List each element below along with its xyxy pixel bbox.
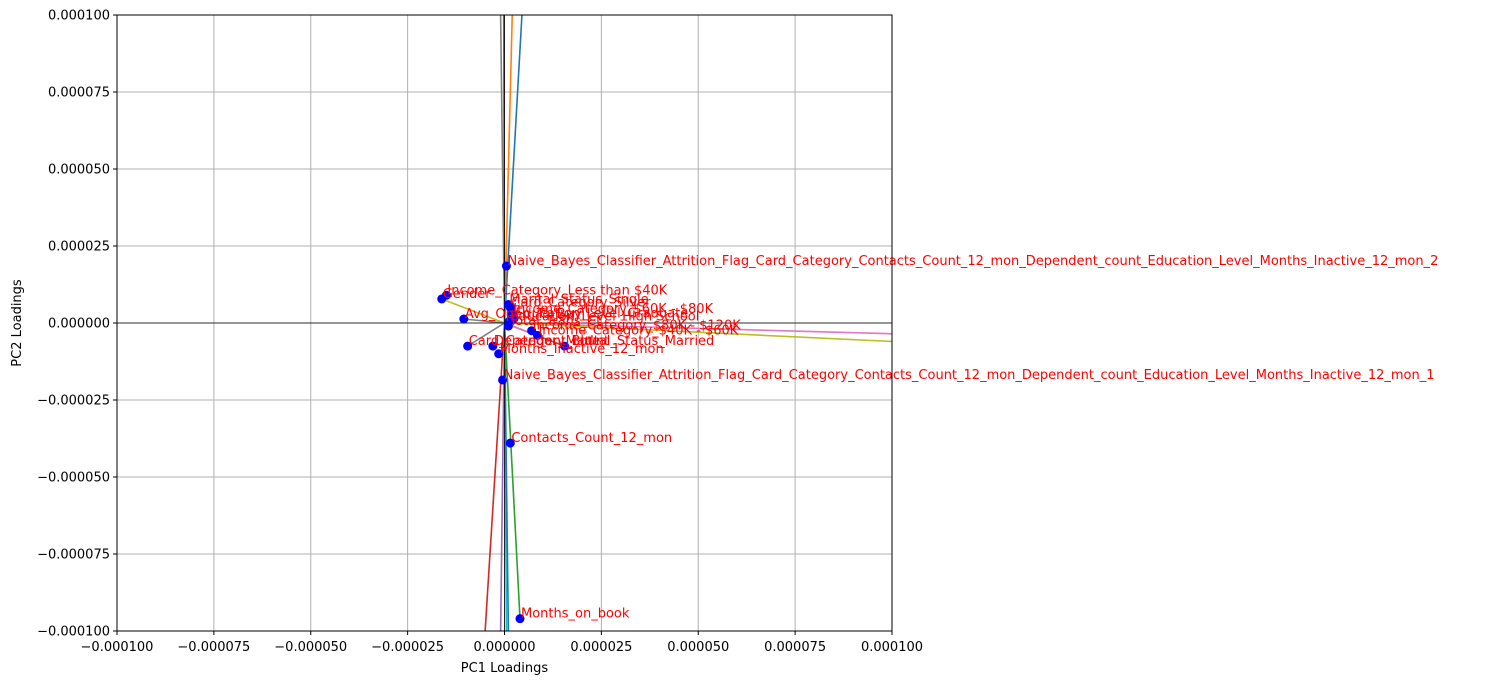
loading-point-15 bbox=[560, 341, 570, 351]
y-axis-label: PC2 Loadings bbox=[10, 279, 25, 367]
point-label-0: Naive_Bayes_Classifier_Attrition_Flag_Ca… bbox=[507, 254, 1438, 269]
point-label-17: Total_Trans_Ct bbox=[508, 314, 601, 329]
x-tick-label-8: 0.000100 bbox=[861, 640, 923, 655]
x-axis-label: PC1 Loadings bbox=[461, 661, 549, 676]
loading-vector-3 bbox=[484, 322, 506, 632]
x-tick-label-5: 0.000025 bbox=[570, 640, 632, 655]
loading-vector-11 bbox=[467, 322, 505, 347]
loading-point-6 bbox=[459, 314, 469, 324]
point-label-2: Months_on_book bbox=[521, 607, 630, 622]
loading-point-8 bbox=[494, 349, 504, 359]
loading-vector-0 bbox=[503, 14, 523, 324]
y-tick-label-4: 0.000000 bbox=[48, 317, 110, 332]
y-ticks: −0.000100 −0.000075 −0.000050 −0.000025 0.00… bbox=[37, 9, 117, 640]
x-tick-label-0: −0.000100 bbox=[81, 640, 154, 655]
point-label-6: Avg_Open_To_Buy bbox=[465, 307, 582, 322]
x-tick-label-6: 0.000050 bbox=[667, 640, 729, 655]
x-ticks: −0.000100 −0.000075 −0.000050 −0.000025 0.00… bbox=[81, 631, 923, 655]
point-label-7: Card_Category_Blue bbox=[469, 334, 601, 349]
zero-lines bbox=[117, 15, 892, 631]
y-tick-label-8: 0.000100 bbox=[48, 9, 110, 24]
y-tick-label-2: −0.000050 bbox=[37, 471, 110, 486]
x-tick-label-4: 0.000000 bbox=[473, 640, 535, 655]
loading-points bbox=[437, 261, 570, 624]
loading-point-14 bbox=[532, 330, 542, 340]
y-tick-label-0: −0.000100 bbox=[37, 625, 110, 640]
loading-point-3 bbox=[505, 438, 515, 448]
loading-point-7 bbox=[463, 341, 473, 351]
y-tick-label-5: 0.000025 bbox=[48, 240, 110, 255]
y-tick-label-1: −0.000075 bbox=[37, 548, 110, 563]
loading-vector-12 bbox=[463, 318, 505, 324]
point-label-1: Naive_Bayes_Classifier_Attrition_Flag_Ca… bbox=[504, 368, 1435, 383]
loading-point-16 bbox=[488, 341, 498, 351]
loading-vector-8 bbox=[504, 322, 893, 343]
point-label-10: Card_Category_Silver bbox=[511, 296, 651, 311]
point-labels: Naive_Bayes_Classifier_Attrition_Flag_Ca… bbox=[443, 254, 1439, 622]
loading-vector-2 bbox=[503, 322, 521, 619]
loading-vector-6 bbox=[504, 322, 893, 335]
loading-vector-7 bbox=[499, 14, 506, 324]
y-tick-label-3: −0.000025 bbox=[37, 394, 110, 409]
loading-point-2 bbox=[515, 614, 525, 624]
x-tick-label-3: −0.000025 bbox=[371, 640, 444, 655]
x-tick-label-7: 0.000075 bbox=[764, 640, 826, 655]
point-label-14: Income_Category_$40K - $60K bbox=[538, 323, 738, 338]
loading-vector-10 bbox=[441, 298, 505, 324]
point-label-3: Contacts_Count_12_mon bbox=[511, 431, 672, 446]
loading-vectors bbox=[441, 14, 893, 632]
loading-point-1 bbox=[498, 375, 508, 385]
point-label-11: Income_Category_$60K - $80K bbox=[513, 302, 713, 317]
point-label-18: Education_Level_High School bbox=[510, 309, 699, 324]
x-tick-label-2: −0.000050 bbox=[274, 640, 347, 655]
loading-vector-1 bbox=[503, 14, 514, 324]
loading-point-18 bbox=[504, 316, 514, 326]
x-tick-label-1: −0.000075 bbox=[177, 640, 250, 655]
point-label-12: Education_Level_Graduate bbox=[515, 306, 688, 321]
y-tick-label-7: 0.000075 bbox=[48, 86, 110, 101]
point-label-13: Income_Category_$80K - $120K bbox=[533, 319, 742, 334]
point-label-5: Gender bbox=[443, 287, 492, 302]
point-label-15: Marital_Status_Married bbox=[566, 334, 715, 349]
y-tick-label-6: 0.000050 bbox=[48, 163, 110, 178]
loading-point-0 bbox=[501, 261, 511, 271]
point-label-9: Marital_Status_Single bbox=[509, 293, 648, 308]
loading-point-5 bbox=[437, 294, 447, 304]
loading-vector-4 bbox=[499, 322, 506, 632]
point-label-16: Dependent_count bbox=[494, 334, 609, 349]
point-label-8: Months_Inactive_12_mon bbox=[500, 342, 664, 357]
loading-vector-15 bbox=[503, 322, 510, 632]
point-label-4: Income_Category_Less than $40K bbox=[447, 283, 667, 298]
